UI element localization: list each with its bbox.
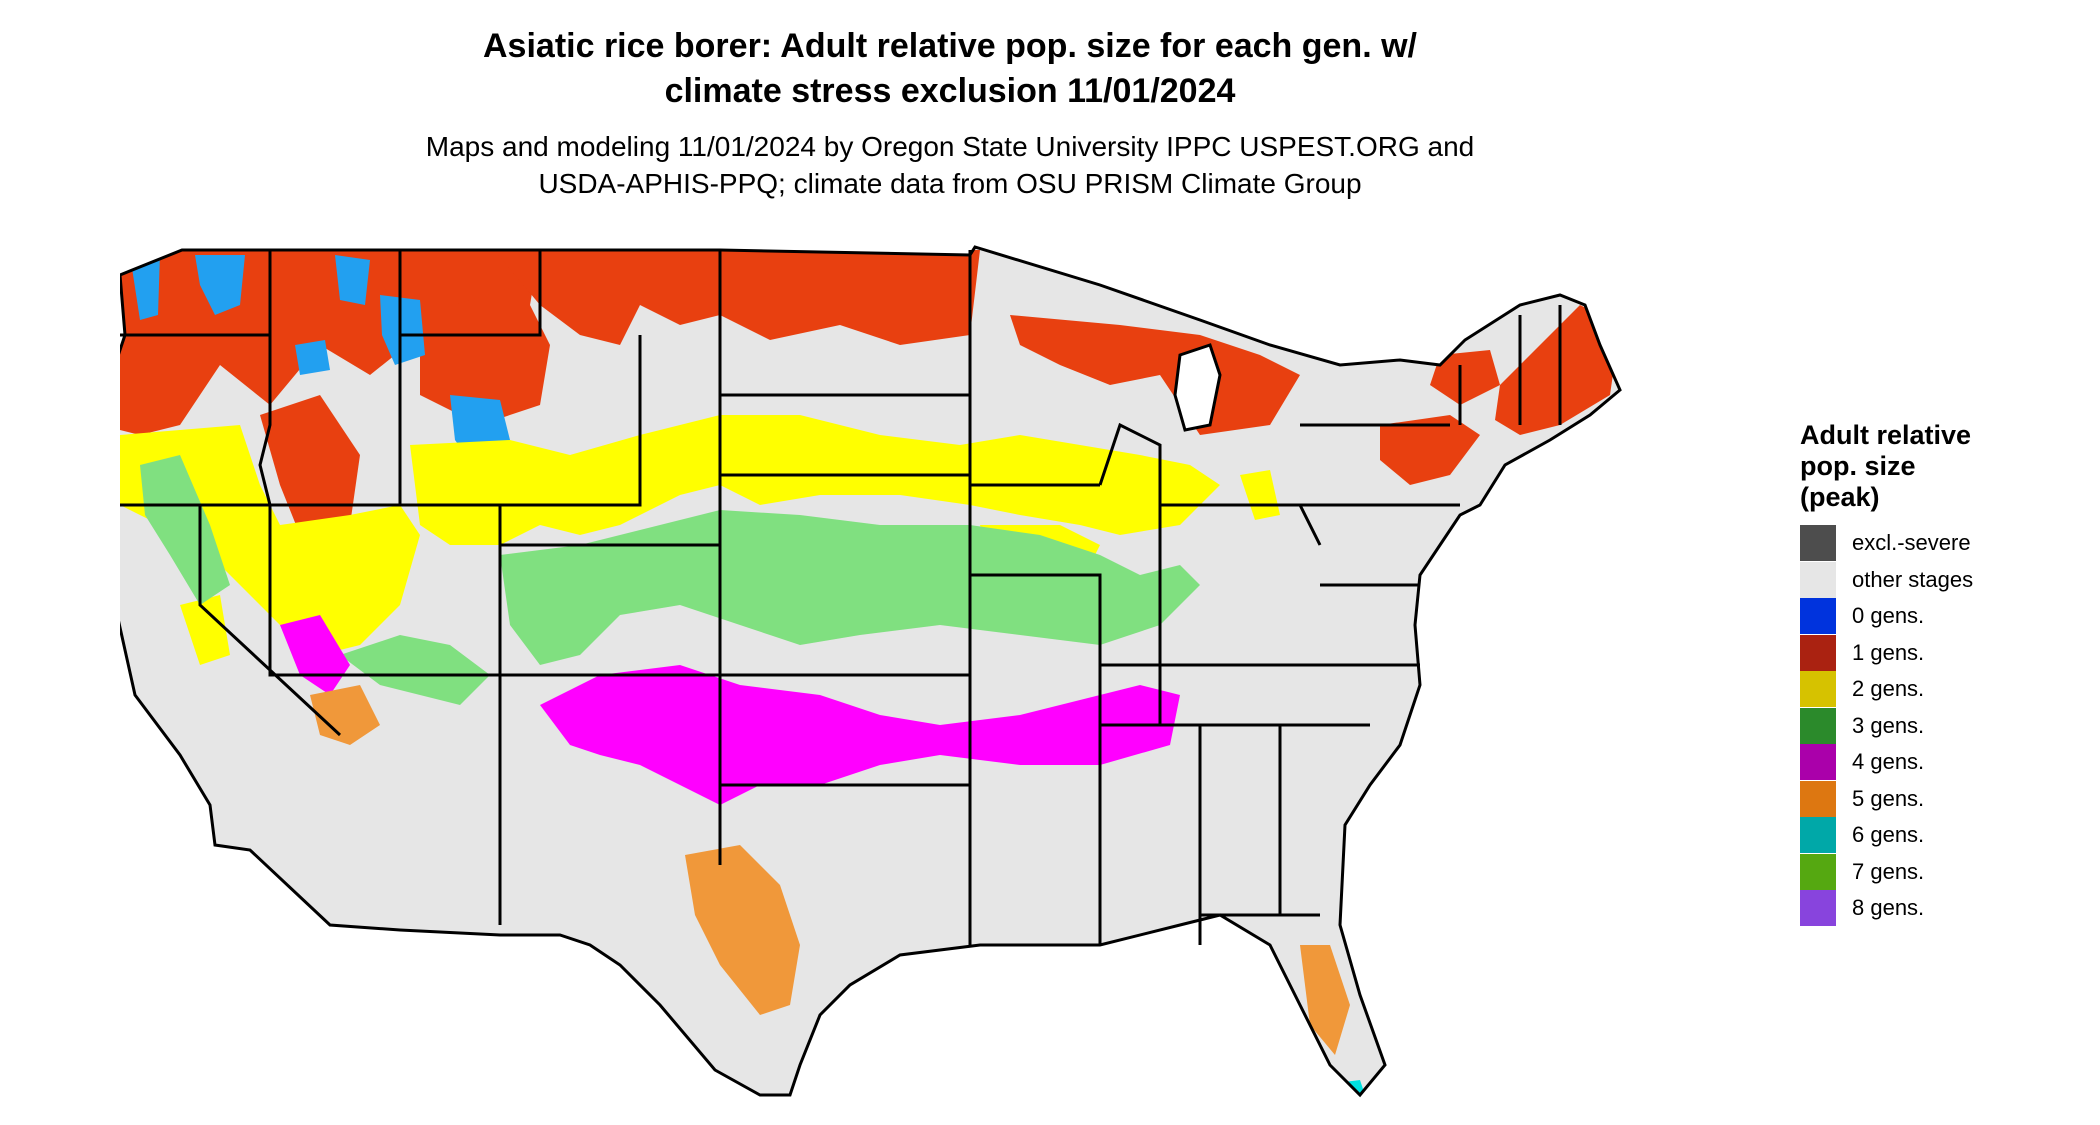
zone-6-gen-keys — [1320, 1080, 1365, 1095]
legend-label: 1 gens. — [1852, 639, 1925, 665]
border-va-nc — [1300, 583, 1420, 667]
zone-3-gen-central-valley — [140, 455, 230, 605]
subtitle-line-1: Maps and modeling 11/01/2024 by Oregon S… — [425, 131, 1475, 162]
legend-label: 6 gens. — [1852, 822, 1925, 848]
legend-label: 8 gens. — [1852, 895, 1925, 921]
map-subtitle: Maps and modeling 11/01/2024 by Oregon S… — [0, 128, 1900, 202]
title-line-1: Asiatic rice borer: Adult relative pop. … — [483, 27, 1417, 65]
zone-2-gen-plains-belt — [410, 415, 1220, 545]
lake-michigan — [1173, 343, 1222, 432]
zone-3-gen-southwest — [340, 635, 490, 705]
legend-item: 3 gens. — [1800, 707, 2040, 745]
legend-swatch — [1800, 598, 1836, 635]
zone-4-gen-gulf — [540, 665, 1180, 805]
zone-0-gen-montana — [335, 255, 370, 305]
border-ms-al — [1098, 725, 1282, 945]
legend: Adult relative pop. size (peak) excl.-se… — [1800, 420, 2040, 927]
legend-swatch — [1800, 780, 1836, 817]
legend-swatch — [1800, 525, 1836, 562]
legend-label: other stages — [1852, 566, 1974, 592]
legend-swatch — [1800, 853, 1836, 890]
border-id — [258, 250, 400, 507]
legend-item: other stages — [1800, 561, 2040, 599]
border-nv-ca — [198, 505, 342, 737]
legend-label: 0 gens. — [1852, 603, 1925, 629]
legend-item: 0 gens. — [1800, 598, 2040, 635]
zone-1-gen-wyoming — [420, 285, 550, 425]
legend-label: excl.-severe — [1852, 530, 1971, 556]
zone-1-gen-pennsylvania — [1430, 350, 1500, 405]
legend-label: 5 gens. — [1852, 785, 1925, 811]
legend-item: 7 gens. — [1800, 853, 2040, 891]
border-mt-wy — [398, 250, 542, 337]
legend-label: 7 gens. — [1852, 858, 1925, 884]
legend-label: 3 gens. — [1852, 712, 1925, 738]
legend-swatch — [1800, 744, 1836, 781]
zone-0-gen-idaho — [195, 255, 245, 315]
map-title: Asiatic rice borer: Adult relative pop. … — [0, 24, 1900, 114]
border-dakotas — [718, 250, 970, 545]
zone-1-gen-great-lakes — [1010, 315, 1300, 435]
legend-item: 2 gens. — [1800, 671, 2040, 708]
subtitle-line-2: USDA-APHIS-PPQ; climate data from OSU PR… — [538, 168, 1362, 199]
zone-5-gen-arizona — [310, 685, 380, 745]
zone-0-gen-wyoming-ranges — [380, 295, 425, 365]
legend-title: Adult relative pop. size (peak) — [1800, 420, 2040, 513]
legend-item: 6 gens. — [1800, 817, 2040, 854]
zone-2-gen-south-california — [180, 595, 230, 665]
us-map — [120, 245, 1622, 1098]
legend-swatch — [1800, 561, 1836, 598]
legend-items: excl.-severe other stages 0 gens. 1 gens. 2 … — [1800, 525, 2040, 927]
border-nation — [120, 245, 1622, 1098]
legend-title-line-3: (peak) — [1800, 482, 1880, 512]
legend-item: 4 gens. — [1800, 744, 2040, 781]
zone-0-gen-cascades — [130, 253, 160, 320]
legend-item: excl.-severe — [1800, 525, 2040, 562]
zone-5-gen-south-texas — [685, 845, 800, 1015]
border-ut-az — [268, 505, 502, 677]
legend-title-line-2: pop. size — [1800, 451, 1916, 481]
zone-5-gen — [310, 685, 1350, 1055]
zone-1-gen-utah — [260, 395, 360, 535]
title-line-2: climate stress exclusion 11/01/2024 — [664, 72, 1236, 110]
zone-2-gen-mid-atlantic — [1240, 470, 1280, 520]
legend-item: 8 gens. — [1800, 890, 2040, 927]
zone-1-gen — [120, 247, 1620, 535]
zone-1-gen-new-york — [1380, 415, 1480, 485]
legend-swatch — [1800, 634, 1836, 671]
legend-item: 1 gens. — [1800, 634, 2040, 672]
border-wy — [398, 335, 642, 507]
zone-1-gen-dakotas — [490, 247, 980, 345]
zone-3-gen-southern-belt — [500, 510, 1200, 665]
border-il-in — [1098, 422, 1162, 725]
zone-0-gen-uinta — [295, 340, 330, 375]
border-mo — [970, 573, 1102, 785]
zone-1-gen-new-england — [1495, 305, 1620, 435]
legend-swatch — [1800, 890, 1836, 927]
border-mn-ia — [968, 250, 1100, 785]
state-borders — [120, 245, 1622, 1098]
legend-swatch — [1800, 671, 1836, 708]
zone-3-gen — [140, 455, 1200, 705]
legend-label: 4 gens. — [1852, 749, 1925, 775]
legend-label: 2 gens. — [1852, 676, 1925, 702]
legend-swatch — [1800, 817, 1836, 854]
legend-title-line-1: Adult relative — [1800, 420, 1972, 450]
border-pa-ny — [1300, 423, 1460, 507]
border-new-england — [1458, 305, 1562, 425]
legend-swatch — [1800, 707, 1836, 744]
legend-item: 5 gens. — [1800, 780, 2040, 818]
border-ne-ks — [720, 473, 970, 677]
